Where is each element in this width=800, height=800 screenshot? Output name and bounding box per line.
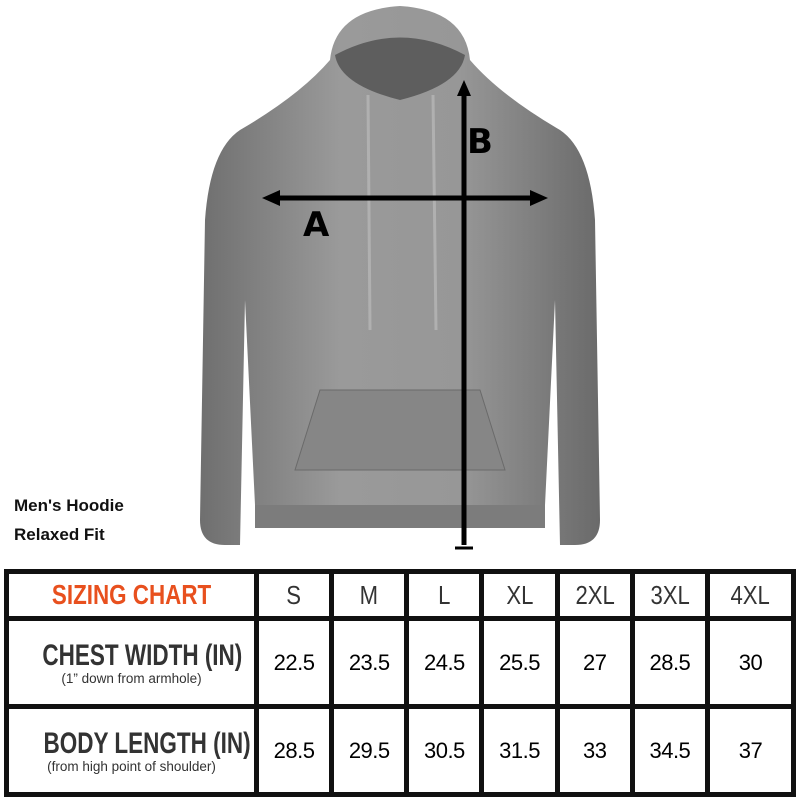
- table-cell: 28.5: [629, 616, 711, 709]
- measurement-b-label: B: [467, 122, 493, 162]
- measurement-a-arrow: [262, 190, 548, 206]
- row-label: BODY LENGTH (IN): [43, 727, 251, 760]
- size-header: 4XL: [730, 579, 771, 610]
- table-cell: 24.5: [404, 616, 485, 709]
- table-row-body-length: BODY LENGTH (IN) (from high point of shou…: [4, 704, 796, 797]
- row-sublabel: (from high point of shoulder): [47, 759, 216, 774]
- hoodie-image: A B: [200, 6, 600, 550]
- hoodie-body: [200, 6, 600, 545]
- row-label: CHEST WIDTH (IN): [42, 639, 243, 672]
- table-cell: 23.5: [329, 616, 410, 709]
- size-header: S: [286, 579, 302, 610]
- table-cell: 31.5: [479, 704, 560, 797]
- product-name: Men's Hoodie: [14, 496, 124, 515]
- size-header-row: SIZING CHART S M L XL 2XL 3XL 4XL: [4, 569, 796, 621]
- table-cell: 22.5: [253, 616, 335, 709]
- size-header: 3XL: [650, 579, 690, 610]
- table-row-chest-width: CHEST WIDTH (IN) (1” down from armhole) 2…: [4, 616, 796, 709]
- table-cell: 34.5: [629, 704, 711, 797]
- measurement-b-arrow: [455, 80, 473, 550]
- table-cell: 30: [705, 616, 796, 709]
- product-fit: Relaxed Fit: [14, 525, 105, 544]
- size-header: 2XL: [575, 579, 615, 610]
- sizing-chart-title: SIZING CHART: [51, 579, 212, 610]
- table-cell: 37: [705, 704, 796, 797]
- pocket: [294, 389, 506, 471]
- table-cell: 29.5: [329, 704, 410, 797]
- table-cell: 27: [554, 616, 635, 709]
- hood-opening: [335, 37, 465, 100]
- table-cell: 25.5: [479, 616, 560, 709]
- measurement-a-label: A: [303, 205, 330, 245]
- table-cell: 30.5: [404, 704, 485, 797]
- row-sublabel: (1” down from armhole): [61, 671, 202, 686]
- table-cell: 28.5: [253, 704, 335, 797]
- size-header: M: [360, 579, 379, 610]
- size-header: L: [438, 579, 451, 610]
- size-header: XL: [506, 579, 534, 610]
- sizing-table: SIZING CHART S M L XL 2XL 3XL 4XL CHEST …: [4, 569, 796, 797]
- table-cell: 33: [554, 704, 635, 797]
